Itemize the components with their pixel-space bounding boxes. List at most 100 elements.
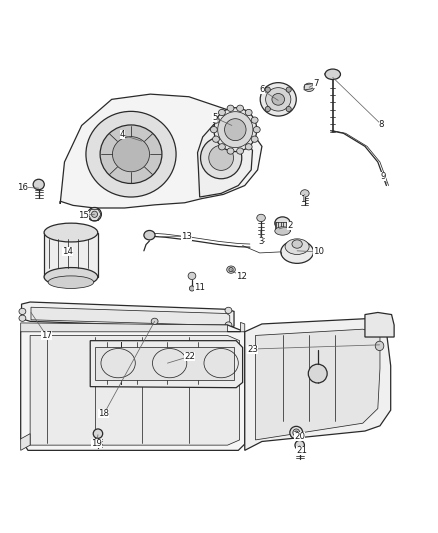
Ellipse shape [19,315,26,321]
Ellipse shape [325,69,340,79]
Polygon shape [30,335,240,445]
Ellipse shape [225,322,232,328]
Ellipse shape [93,429,102,438]
Text: 18: 18 [99,409,110,418]
Ellipse shape [293,429,300,436]
Ellipse shape [188,272,196,280]
Polygon shape [21,434,30,450]
Ellipse shape [257,214,265,222]
Text: 7: 7 [313,79,318,88]
Ellipse shape [151,318,158,325]
Ellipse shape [237,148,244,154]
Ellipse shape [292,240,302,248]
Text: 6: 6 [259,85,265,94]
Ellipse shape [265,87,270,92]
Polygon shape [60,94,262,208]
Polygon shape [245,319,391,450]
Polygon shape [365,312,394,337]
Ellipse shape [225,307,232,313]
Ellipse shape [300,190,309,197]
Text: 2: 2 [287,221,293,230]
Ellipse shape [227,148,234,154]
Ellipse shape [304,83,314,92]
Text: 22: 22 [184,352,195,361]
Ellipse shape [265,87,291,111]
Text: 19: 19 [91,439,102,448]
Ellipse shape [281,240,314,263]
Ellipse shape [251,117,258,123]
Ellipse shape [144,230,155,240]
Text: 15: 15 [78,211,89,220]
Text: 9: 9 [380,172,385,181]
Ellipse shape [88,207,101,221]
Polygon shape [90,341,243,387]
Ellipse shape [295,440,304,450]
Polygon shape [44,232,98,277]
Text: 10: 10 [313,247,324,256]
Text: 13: 13 [181,232,192,241]
Ellipse shape [210,126,217,133]
Ellipse shape [245,109,252,116]
Ellipse shape [227,266,235,273]
Text: 3: 3 [258,237,264,246]
Ellipse shape [253,126,260,133]
Ellipse shape [214,108,257,151]
Ellipse shape [275,227,290,235]
Ellipse shape [189,286,194,291]
Ellipse shape [33,179,44,190]
Text: 5: 5 [212,113,217,122]
Ellipse shape [86,111,176,197]
Text: 11: 11 [194,283,205,292]
Text: 8: 8 [378,120,384,129]
Ellipse shape [201,137,242,179]
Ellipse shape [308,364,327,383]
Text: 12: 12 [236,272,247,281]
Polygon shape [275,222,290,231]
Ellipse shape [285,239,309,254]
Polygon shape [304,84,314,90]
Ellipse shape [229,268,233,272]
Ellipse shape [92,211,98,217]
Ellipse shape [219,144,226,150]
Polygon shape [198,124,252,197]
Ellipse shape [265,107,270,111]
Ellipse shape [212,136,219,142]
Ellipse shape [272,93,285,105]
Ellipse shape [19,308,26,314]
Ellipse shape [237,105,244,111]
Ellipse shape [294,431,298,434]
Ellipse shape [48,276,94,288]
Polygon shape [21,325,245,450]
Text: 16: 16 [17,183,28,191]
Ellipse shape [218,111,253,148]
Polygon shape [255,329,380,440]
Ellipse shape [227,105,234,111]
Ellipse shape [260,83,296,116]
Ellipse shape [44,223,98,242]
Ellipse shape [209,146,233,171]
Ellipse shape [219,109,226,116]
Polygon shape [95,348,234,381]
Ellipse shape [113,136,149,172]
Ellipse shape [245,144,252,150]
Text: 4: 4 [120,131,125,139]
Ellipse shape [375,341,384,351]
Ellipse shape [251,136,258,142]
Text: 1: 1 [300,195,305,204]
Ellipse shape [212,117,219,123]
Polygon shape [31,307,230,326]
Ellipse shape [275,217,290,229]
Ellipse shape [100,125,162,183]
Text: 20: 20 [294,432,305,441]
Text: 23: 23 [247,344,258,353]
Text: 17: 17 [41,331,52,340]
Ellipse shape [225,119,246,141]
Polygon shape [21,302,234,328]
Polygon shape [21,322,245,332]
Ellipse shape [290,426,303,439]
Text: 14: 14 [62,247,74,256]
Ellipse shape [286,87,291,92]
Ellipse shape [44,268,98,286]
Text: 21: 21 [296,446,307,455]
Ellipse shape [286,107,291,111]
